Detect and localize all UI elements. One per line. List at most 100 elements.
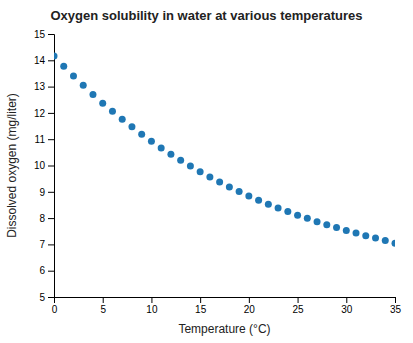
y-tick: 7	[39, 239, 54, 250]
point	[177, 157, 184, 164]
x-tick-mark	[298, 297, 299, 303]
y-tick: 14	[34, 55, 54, 66]
y-tick-mark	[48, 218, 54, 219]
y-tick-mark	[48, 297, 54, 298]
point	[255, 197, 262, 204]
y-tick-mark	[48, 87, 54, 88]
x-tick-label: 0	[52, 304, 58, 315]
point	[197, 168, 204, 175]
y-tick-label: 5	[39, 292, 45, 303]
y-tick-mark	[48, 60, 54, 61]
point	[167, 151, 174, 158]
y-tick: 8	[39, 213, 54, 224]
point	[284, 208, 291, 215]
point	[323, 221, 330, 228]
x-tick-label: 30	[341, 304, 353, 315]
x-tick-mark	[151, 297, 152, 303]
x-axis-title: Temperature (°C)	[178, 322, 270, 336]
points	[54, 53, 395, 247]
point	[304, 215, 311, 222]
point	[99, 100, 106, 107]
x-tick-label: 35	[390, 304, 402, 315]
x-tick: 35	[390, 297, 402, 315]
x-tick: 5	[100, 297, 106, 315]
x-tick-label: 5	[100, 304, 106, 315]
y-tick: 5	[39, 292, 54, 303]
y-tick-mark	[48, 244, 54, 245]
point	[294, 212, 301, 219]
y-tick-label: 13	[34, 81, 46, 92]
point	[382, 237, 389, 244]
point	[138, 131, 145, 138]
x-tick: 20	[244, 297, 256, 315]
x-tick-mark	[200, 297, 201, 303]
point	[60, 63, 67, 70]
x-axis-line	[55, 298, 396, 304]
point	[236, 188, 243, 195]
point	[187, 163, 194, 170]
y-tick-label: 8	[39, 213, 45, 224]
y-tick-label: 15	[34, 29, 46, 40]
y-tick-mark	[48, 139, 54, 140]
y-tick: 13	[34, 81, 54, 92]
point	[275, 205, 282, 212]
chart: 0510152025303556789101112131415Oxygen so…	[0, 0, 413, 343]
point	[226, 184, 233, 191]
point	[245, 193, 252, 200]
y-tick: 9	[39, 187, 54, 198]
point	[158, 144, 165, 151]
point	[128, 123, 135, 130]
x-tick-label: 25	[293, 304, 305, 315]
point	[353, 230, 360, 237]
title: Oxygen solubility in water at various te…	[50, 8, 362, 23]
point	[333, 224, 340, 231]
x-tick: 10	[146, 297, 158, 315]
x-axis: 0 5 10 15 20 25 30 35	[52, 297, 402, 315]
point	[372, 235, 379, 242]
y-tick-mark	[48, 192, 54, 193]
y-tick-label: 10	[34, 160, 46, 171]
x-tick: 15	[195, 297, 207, 315]
point	[119, 116, 126, 123]
x-tick-mark	[103, 297, 104, 303]
x-tick-mark	[249, 297, 250, 303]
point	[392, 240, 396, 247]
y-tick-label: 9	[39, 187, 45, 198]
point	[80, 82, 87, 89]
point	[362, 232, 369, 239]
point	[206, 174, 213, 181]
point	[70, 73, 77, 80]
x-tick-label: 15	[195, 304, 207, 315]
y-tick-label: 11	[35, 134, 46, 145]
y-tick-label: 14	[34, 55, 46, 66]
y-tick: 15	[34, 29, 54, 40]
x-tick-mark	[346, 297, 347, 303]
plot: 0510152025303556789101112131415	[34, 29, 402, 315]
x-tick-label: 20	[244, 304, 256, 315]
y-tick-label: 6	[39, 265, 45, 276]
y-tick: 12	[34, 108, 54, 119]
x-tick: 25	[293, 297, 305, 315]
y-axis: 5 6 7 8 9 10 11 12 13 14 15	[34, 29, 55, 303]
y-tick-label: 12	[34, 108, 46, 119]
y-tick: 11	[35, 134, 54, 145]
x-tick-mark	[395, 297, 396, 303]
y-tick-mark	[48, 271, 54, 272]
x-tick-label: 10	[146, 304, 158, 315]
point	[314, 218, 321, 225]
y-tick: 10	[34, 160, 54, 171]
y-tick-mark	[48, 113, 54, 114]
point	[148, 138, 155, 145]
y-tick: 6	[39, 265, 54, 276]
x-tick: 0	[52, 297, 58, 315]
y-tick-mark	[48, 34, 54, 35]
y-tick-label: 7	[39, 239, 45, 250]
y-tick-mark	[48, 166, 54, 167]
point	[343, 227, 350, 234]
point	[54, 53, 58, 60]
y-axis-line	[48, 35, 55, 298]
x-tick: 30	[341, 297, 353, 315]
point	[265, 201, 272, 208]
point	[216, 179, 223, 186]
point	[89, 91, 96, 98]
